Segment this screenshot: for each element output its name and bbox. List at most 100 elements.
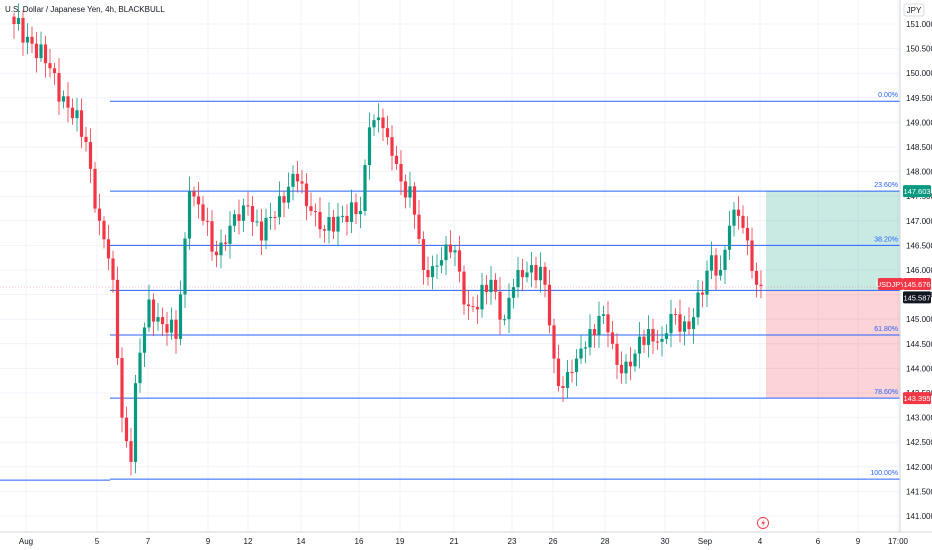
candle: [57, 58, 61, 115]
candle-body: [349, 202, 354, 222]
candle: [615, 333, 619, 379]
fib-level-label: 78.60%: [874, 389, 898, 396]
fib-level-label: 0.00%: [878, 92, 898, 99]
candle-body: [538, 266, 543, 281]
candle: [462, 265, 466, 315]
candle: [169, 307, 174, 340]
candle: [232, 209, 237, 232]
time-axis[interactable]: Aug 5 7 9 12 14 16 19 21 23 26 28 30 Sep 4 6 9 17:00: [19, 537, 909, 546]
candle: [651, 318, 655, 354]
candle: [687, 307, 691, 335]
price-axis[interactable]: 151.000 150.500 150.000 149.500 149.000 148.5…: [906, 20, 932, 521]
candle-body: [714, 255, 718, 276]
candle: [732, 202, 736, 237]
candle-body: [151, 299, 156, 322]
time-tick-label: 17:00: [888, 537, 909, 546]
candle-body: [120, 358, 124, 418]
candle-body: [70, 107, 75, 119]
candle: [336, 202, 340, 247]
candle-body: [556, 358, 561, 387]
candle: [588, 314, 592, 356]
candle-body: [354, 202, 358, 215]
candle: [385, 115, 390, 145]
candle: [349, 189, 354, 233]
candle: [745, 216, 750, 256]
candle-body: [169, 319, 174, 333]
event-flag-icon[interactable]: [757, 517, 769, 529]
candle: [498, 277, 502, 335]
candle: [300, 170, 304, 194]
candle: [453, 245, 457, 267]
candle: [70, 98, 75, 125]
candle-body: [606, 314, 610, 333]
candle-body: [466, 304, 471, 307]
candle: [435, 254, 439, 279]
candle-body: [111, 258, 115, 280]
candle: [241, 198, 246, 233]
candle: [736, 196, 741, 230]
candle-body: [286, 186, 291, 203]
candle-body: [651, 329, 655, 342]
candle: [147, 284, 151, 332]
time-tick-label: 23: [508, 537, 517, 546]
candle: [660, 326, 664, 357]
candle-body: [525, 272, 529, 278]
candle-body: [129, 441, 133, 462]
candle-body: [673, 313, 678, 315]
candle: [120, 347, 124, 433]
candle: [61, 90, 66, 109]
candle-body: [304, 183, 309, 207]
candle-body: [529, 265, 534, 273]
candle: [327, 202, 331, 244]
stop-zone[interactable]: [766, 290, 900, 399]
candle: [547, 270, 552, 334]
price-tick-label: 142.500: [906, 438, 932, 447]
candle-body: [138, 352, 142, 384]
fib-level-label: 23.60%: [874, 182, 898, 189]
candle: [381, 108, 385, 141]
candle-body: [57, 73, 61, 102]
candle-body: [570, 372, 574, 374]
price-tick-label: 144.500: [906, 340, 932, 349]
candle: [291, 165, 295, 201]
price-tick-label: 151.000: [906, 20, 932, 29]
candle-body: [12, 16, 16, 24]
candle-body: [250, 206, 255, 222]
target-zone[interactable]: [766, 191, 900, 291]
candle: [25, 23, 30, 55]
time-tick-label: 16: [355, 537, 364, 546]
candle-body: [228, 225, 232, 244]
candle-body: [624, 361, 628, 374]
candle: [322, 225, 327, 243]
candle-body: [682, 321, 687, 332]
candle-body: [403, 181, 408, 198]
candle-body: [39, 44, 43, 59]
position-zones: [766, 191, 900, 399]
candle: [606, 301, 610, 348]
candle-body: [246, 205, 250, 207]
candle: [277, 181, 282, 225]
candle: [552, 318, 556, 374]
price-tick-label: 146.000: [906, 266, 932, 275]
fibonacci-retracement[interactable]: 0.00% 23.60% 38.20% 61.80% 78.60% 100.00%: [0, 92, 900, 481]
candle: [507, 283, 511, 334]
candle-body: [754, 270, 759, 285]
candle: [700, 280, 705, 308]
candle-body: [444, 244, 448, 261]
candle: [408, 171, 412, 208]
candle: [111, 250, 115, 294]
price-tick-label: 148.000: [906, 168, 932, 177]
candle: [39, 31, 43, 63]
candle-body: [25, 36, 30, 43]
candle: [457, 235, 462, 283]
candle: [223, 234, 228, 252]
candle: [84, 126, 88, 152]
candle-body: [264, 217, 268, 241]
price-tick-label: 150.000: [906, 69, 932, 78]
candle: [66, 82, 70, 123]
currency-badge: JPY: [903, 3, 925, 17]
candle-body: [313, 210, 318, 212]
candle-body: [696, 292, 700, 318]
candle-body: [543, 266, 547, 285]
